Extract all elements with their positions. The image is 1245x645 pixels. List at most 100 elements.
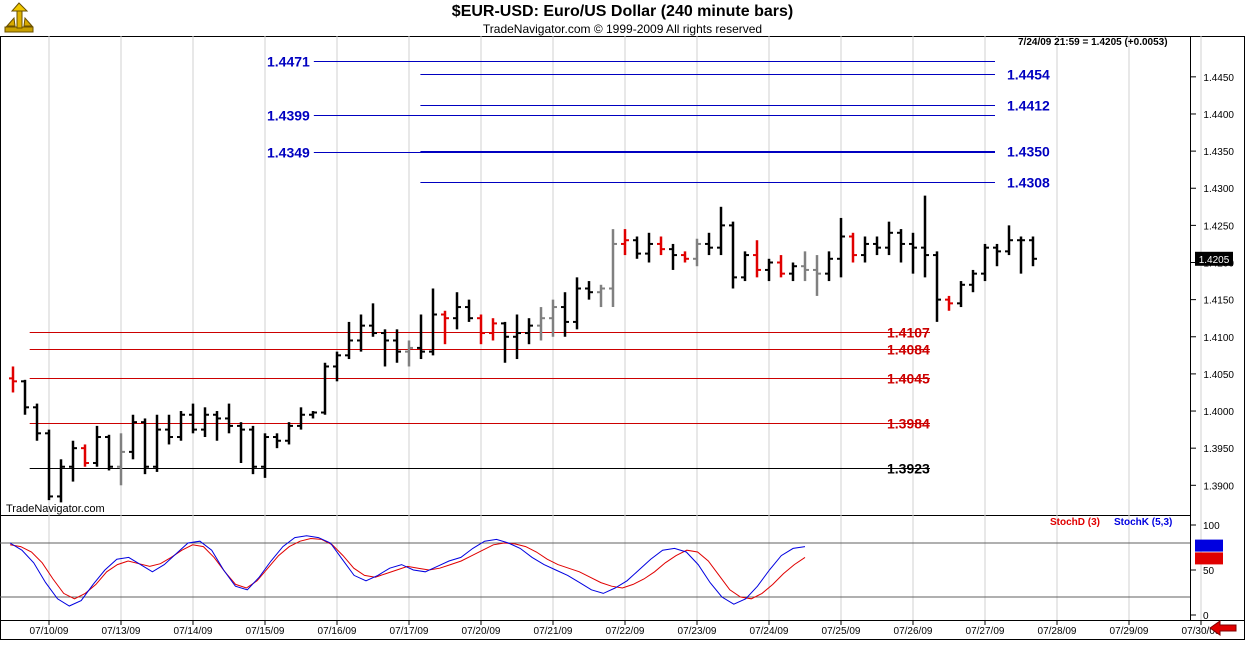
ohlc-bar	[93, 425, 101, 467]
last-price-readout: 7/24/09 21:59 = 1.4205 (+0.0053)	[1018, 37, 1168, 48]
ohlc-bar	[561, 292, 569, 337]
ohlc-bar	[549, 299, 557, 337]
ohlc-bar	[621, 229, 629, 256]
date-tick-label: 07/10/09	[30, 626, 69, 637]
price-tick-label: 1.4450	[1203, 73, 1234, 84]
ohlc-bar	[297, 407, 305, 430]
ohlc-bar	[957, 281, 965, 308]
ohlc-bar	[693, 238, 701, 267]
ohlc-bar	[645, 232, 653, 263]
date-tick-label: 07/29/09	[1110, 626, 1149, 637]
stoch-tick-label: 100	[1203, 521, 1220, 532]
ohlc-bar	[993, 243, 1001, 267]
ohlc-bar	[309, 411, 317, 419]
level-label: 1.4308	[1007, 175, 1050, 191]
ohlc-bar	[705, 232, 713, 256]
ohlc-bar	[525, 318, 533, 345]
date-tick-label: 07/30/09	[1182, 626, 1221, 637]
ohlc-bar	[45, 429, 53, 501]
ohlc-bar	[501, 321, 509, 363]
ohlc-bar	[213, 411, 221, 441]
ohlc-bar	[477, 314, 485, 345]
ohlc-bar	[1029, 236, 1037, 267]
ohlc-bar	[201, 407, 209, 438]
ohlc-bar	[597, 284, 605, 308]
legend-stochd: StochD (3)	[1050, 517, 1100, 528]
ohlc-bar	[153, 414, 161, 472]
ohlc-bar	[753, 240, 761, 278]
ohlc-bar	[1017, 236, 1025, 274]
date-tick-label: 07/20/09	[462, 626, 501, 637]
ohlc-bar	[921, 195, 929, 278]
ohlc-bar	[633, 236, 641, 259]
date-tick-label: 07/25/09	[822, 626, 861, 637]
ohlc-bar	[537, 307, 545, 341]
level-label: 1.4471	[267, 54, 310, 70]
stoch-line-0	[9, 537, 806, 600]
ohlc-bar	[69, 440, 77, 482]
vertical-gridlines	[48, 36, 1202, 620]
ohlc-bar	[249, 425, 257, 475]
date-tick-label: 07/15/09	[246, 626, 285, 637]
chart-subtitle: TradeNavigator.com © 1999-2009 All right…	[482, 22, 763, 36]
ohlc-bar	[945, 295, 953, 311]
ohlc-bar	[933, 251, 941, 322]
ohlc-bar	[105, 434, 113, 471]
date-tick-label: 07/13/09	[102, 626, 141, 637]
fibonacci-levels: 1.4471 1.4454 1.4412 1.4399 1.4350 1.4349 1.43…	[29, 54, 1050, 477]
ohlc-bar	[321, 362, 329, 415]
ohlc-bar	[861, 236, 869, 263]
ohlc-bar	[729, 221, 737, 289]
last-price-label: 1.4205	[1199, 255, 1230, 266]
price-tick-label: 1.4050	[1203, 370, 1234, 381]
stoch-line-1	[9, 535, 806, 607]
ohlc-bar	[849, 232, 857, 263]
chart-title: $EUR-USD: Euro/US Dollar (240 minute bar…	[451, 3, 794, 20]
ohlc-bar	[573, 277, 581, 330]
level-label: 1.4045	[887, 371, 930, 387]
date-axis-ticks: 07/10/09 07/13/09 07/14/09 07/15/09 07/16/09…	[30, 620, 1221, 637]
ohlc-bar	[429, 288, 437, 356]
ohlc-bar	[381, 329, 389, 367]
level-label: 1.4454	[1007, 67, 1050, 83]
ohlc-bar	[33, 403, 41, 441]
level-label: 1.4412	[1007, 98, 1050, 114]
price-tick-label: 1.4400	[1203, 110, 1234, 121]
price-tick-label: 1.4300	[1203, 184, 1234, 195]
ohlc-bar	[57, 459, 65, 503]
ohlc-bar	[117, 433, 125, 486]
price-tick-label: 1.4250	[1203, 221, 1234, 232]
ohlc-bar	[813, 255, 821, 296]
level-label: 1.4084	[887, 342, 930, 358]
ohlc-bar	[129, 414, 137, 460]
date-tick-label: 07/22/09	[606, 626, 645, 637]
date-tick-label: 07/24/09	[750, 626, 789, 637]
ohlc-bar	[825, 251, 833, 282]
level-label: 1.4107	[887, 325, 930, 341]
stoch-tick-label: 0	[1203, 611, 1209, 622]
date-tick-label: 07/26/09	[894, 626, 933, 637]
date-tick-label: 07/21/09	[534, 626, 573, 637]
scroll-left-arrow-icon[interactable]	[1208, 620, 1238, 636]
ohlc-bar	[837, 217, 845, 278]
legend-stochk: StochK (5,3)	[1114, 517, 1173, 528]
ohlc-bar	[453, 292, 461, 330]
stoch-k-badge	[1195, 539, 1223, 552]
ohlc-bar	[417, 314, 425, 360]
ohlc-bar	[261, 433, 269, 478]
last-price-badge	[1195, 251, 1233, 266]
ohlc-bar	[441, 310, 449, 345]
ohlc-bar	[885, 221, 893, 256]
date-tick-label: 07/16/09	[318, 626, 357, 637]
ohlc-bar	[969, 269, 977, 293]
ohlc-bar	[909, 232, 917, 274]
ohlc-bar	[141, 418, 149, 475]
trade-navigator-logo-icon	[4, 2, 34, 33]
ohlc-bar	[273, 433, 281, 449]
ohlc-bar	[609, 229, 617, 308]
ohlc-bar	[405, 340, 413, 367]
ohlc-bar	[789, 262, 797, 282]
price-tick-label: 1.4150	[1203, 296, 1234, 307]
